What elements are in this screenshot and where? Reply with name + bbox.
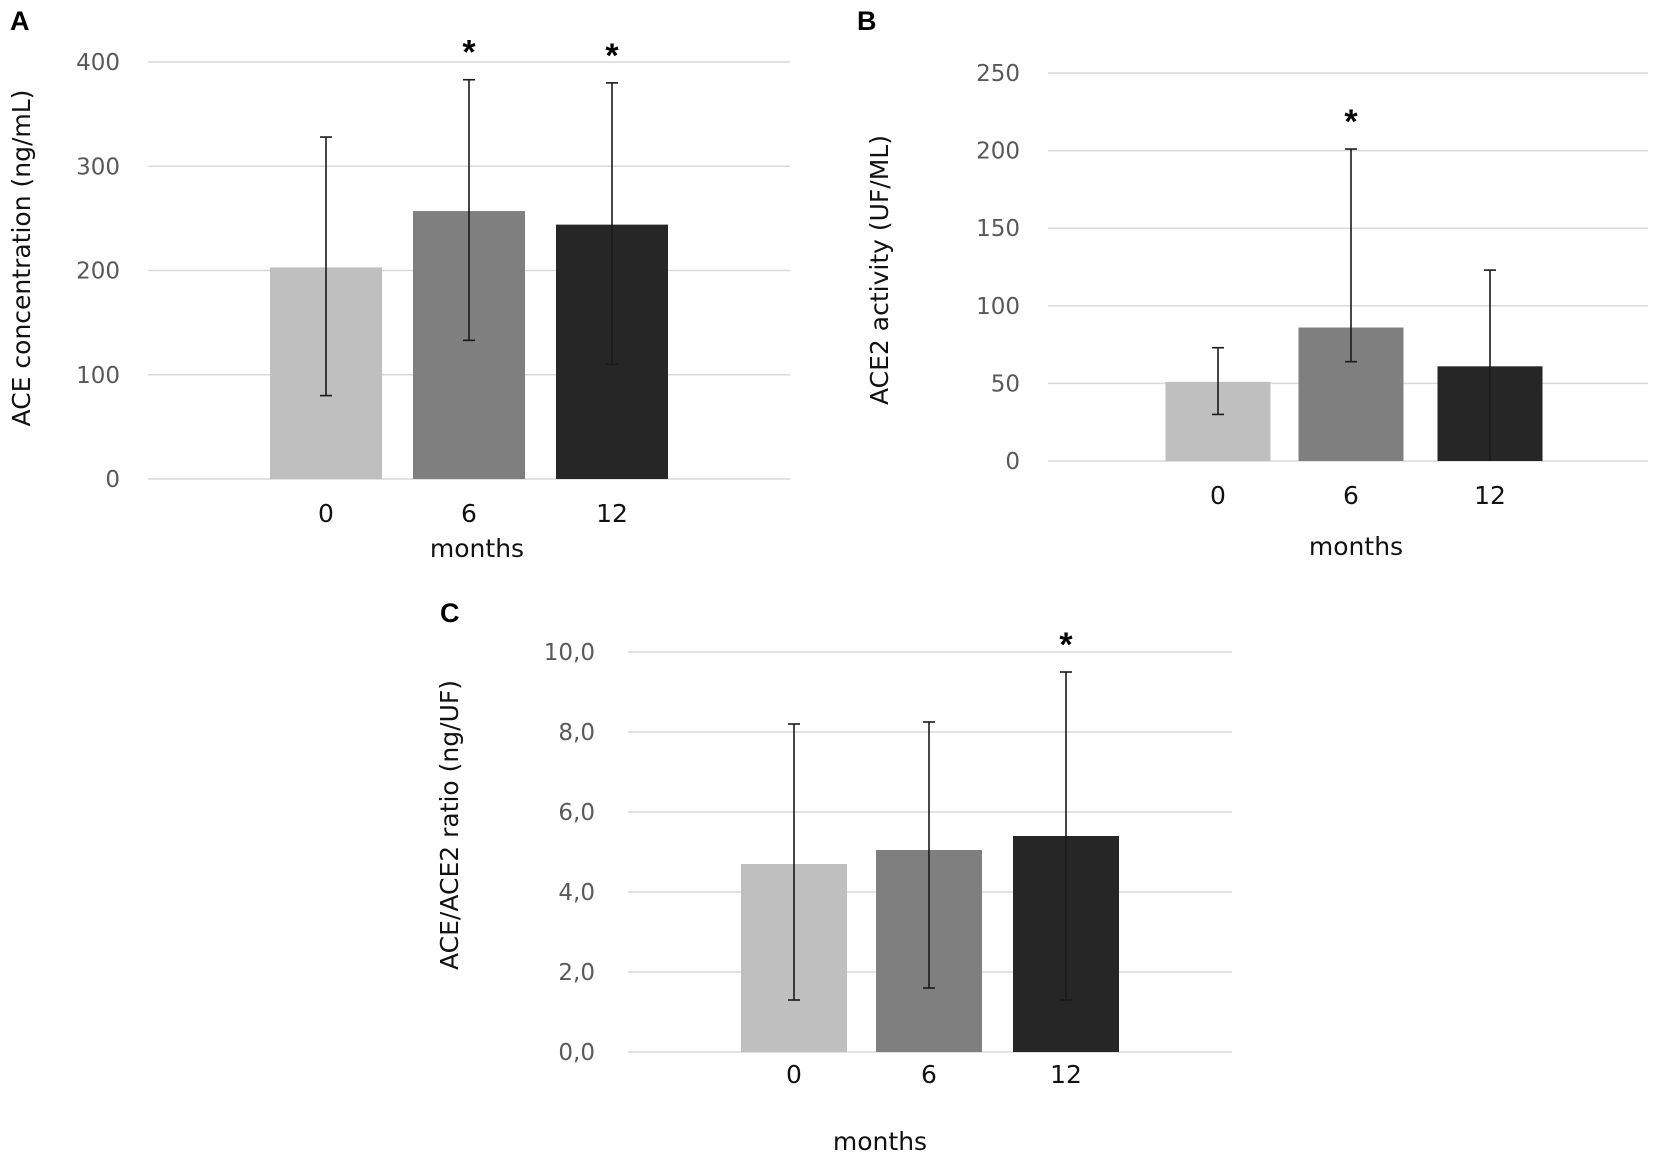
y-tick-label: 300 xyxy=(76,154,120,180)
panel-label: C xyxy=(440,598,460,628)
y-tick-label: 10,0 xyxy=(544,640,595,666)
x-axis-label: months xyxy=(1309,532,1403,561)
panel-c-chart: 0,0 2,0 4,0 6,0 8,0 10,0 0 6 12 * months ACE/ACE2 r… xyxy=(435,598,1232,1156)
y-axis-label: ACE2 activity (UF/ML) xyxy=(865,135,894,405)
significance-marker: * xyxy=(1344,103,1358,141)
significance-marker: * xyxy=(605,37,619,75)
x-tick-label: 0 xyxy=(786,1060,802,1089)
y-tick-label: 2,0 xyxy=(558,960,595,986)
y-tick-label: 6,0 xyxy=(558,800,595,826)
x-tick-label: 6 xyxy=(921,1060,937,1089)
significance-marker: * xyxy=(1059,626,1073,664)
y-tick-label: 400 xyxy=(76,50,120,76)
x-axis-label: months xyxy=(833,1127,927,1156)
y-tick-label: 0,0 xyxy=(558,1040,595,1066)
y-tick-label: 250 xyxy=(976,61,1020,87)
y-axis-label: ACE/ACE2 ratio (ng/UF) xyxy=(435,680,464,970)
x-tick-label: 12 xyxy=(1474,481,1506,510)
panel-label: B xyxy=(857,6,877,36)
y-axis-label: ACE concentration (ng/mL) xyxy=(7,90,36,427)
panel-b-chart: 0 50 100 150 200 250 0 6 * 12 months ACE2 activity … xyxy=(857,6,1648,561)
y-tick-label: 200 xyxy=(76,259,120,285)
y-tick-label: 0 xyxy=(105,467,120,493)
panel-a-chart: 0 100 200 300 400 0 6 * 12 * months ACE concentrati… xyxy=(7,6,790,563)
significance-marker: * xyxy=(462,34,476,72)
y-tick-label: 4,0 xyxy=(558,880,595,906)
x-tick-label: 12 xyxy=(596,499,628,528)
panel-label: A xyxy=(10,6,30,36)
y-tick-label: 8,0 xyxy=(558,720,595,746)
x-tick-label: 0 xyxy=(318,499,334,528)
x-tick-label: 6 xyxy=(461,499,477,528)
y-tick-label: 100 xyxy=(976,294,1020,320)
x-tick-label: 6 xyxy=(1343,481,1359,510)
x-axis-label: months xyxy=(430,534,524,563)
y-tick-label: 150 xyxy=(976,216,1020,242)
y-tick-label: 200 xyxy=(976,139,1020,165)
y-tick-label: 100 xyxy=(76,363,120,389)
y-tick-label: 0 xyxy=(1005,449,1020,475)
y-tick-label: 50 xyxy=(991,371,1020,397)
x-tick-label: 12 xyxy=(1050,1060,1082,1089)
x-tick-label: 0 xyxy=(1210,481,1226,510)
